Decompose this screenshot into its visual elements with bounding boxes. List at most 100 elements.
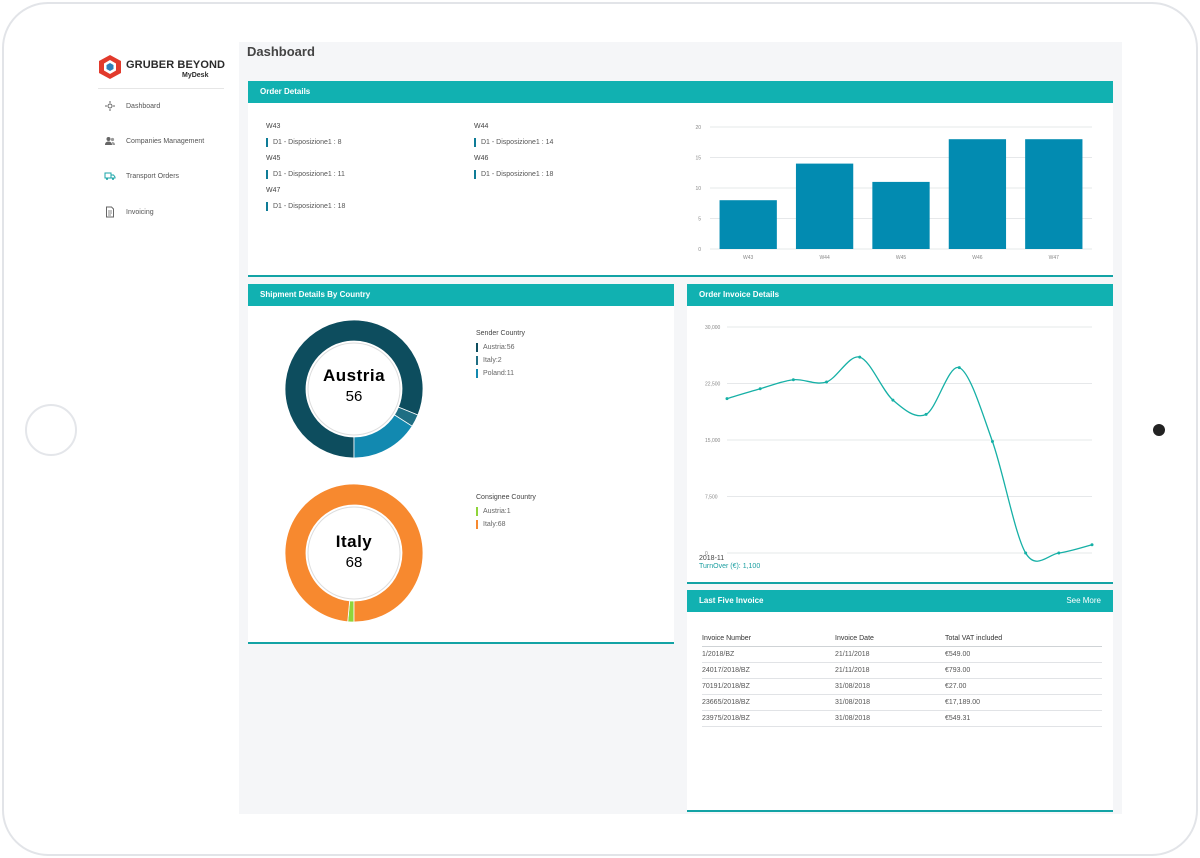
see-more-link[interactable]: See More: [1066, 596, 1101, 605]
invoice-total: €549.00: [945, 646, 1102, 663]
donut-hole: [307, 506, 401, 600]
x-tick-label: W44: [819, 255, 830, 261]
y-tick-label: 7,500: [705, 495, 718, 501]
table-row[interactable]: 23975/2018/BZ 31/08/2018 €549.31: [702, 710, 1102, 727]
week-value: D1 - Disposizione1 : 8: [266, 138, 341, 147]
sender-center-country: Austria: [322, 366, 386, 385]
data-point: [1090, 543, 1094, 547]
week-label: W47: [266, 187, 281, 194]
invoice-number[interactable]: 1/2018/BZ: [702, 646, 835, 663]
y-tick-label: 15: [695, 156, 701, 162]
sender-legend-item: Poland:11: [476, 369, 514, 378]
invoice-number[interactable]: 70191/2018/BZ: [702, 678, 835, 695]
table-row[interactable]: 70191/2018/BZ 31/08/2018 €27.00: [702, 678, 1102, 695]
camera-dot: [1153, 424, 1165, 436]
week-value: D1 - Disposizione1 : 11: [266, 170, 345, 179]
week-value: D1 - Disposizione1 : 18: [474, 170, 553, 179]
donut-slice: [353, 414, 413, 459]
week-value: D1 - Disposizione1 : 18: [266, 202, 345, 211]
order-bar-chart: 0 5 10 15 20 W43 W44 W45 W46 W47: [695, 125, 1092, 261]
donut-hole: [307, 342, 401, 436]
week-label: W44: [474, 123, 489, 130]
data-point: [957, 366, 961, 370]
week-label: W45: [266, 155, 281, 162]
logo[interactable]: GRUBER BEYOND MyDesk: [98, 52, 225, 84]
sidebar-item-dashboard[interactable]: Dashboard: [104, 98, 234, 114]
order-invoice-panel: Order Invoice Details 0 7,500 15,000 22,500…: [687, 284, 1113, 584]
y-tick-label: 5: [698, 217, 701, 223]
sidebar-item-invoicing[interactable]: Invoicing: [104, 204, 234, 220]
last-invoice-title: Last Five Invoice: [699, 596, 764, 605]
bar: [719, 200, 777, 249]
table-row[interactable]: 24017/2018/BZ 21/11/2018 €793.00: [702, 662, 1102, 679]
data-point: [825, 380, 829, 384]
consignee-center-value: 68: [345, 554, 363, 571]
y-tick-label: 0: [705, 551, 708, 557]
table-row[interactable]: 23665/2018/BZ 31/08/2018 €17,189.00: [702, 694, 1102, 711]
sender-center-value: 56: [345, 388, 363, 405]
x-tick-label: W46: [972, 255, 983, 261]
order-details-panel: Order Details W43 D1 - Disposizione1 : 8…: [248, 81, 1113, 277]
x-tick-label: W43: [743, 255, 754, 261]
donut-slice: [284, 319, 424, 459]
invoice-number[interactable]: 24017/2018/BZ: [702, 662, 835, 679]
invoice-total: €27.00: [945, 678, 1102, 695]
data-point: [1024, 551, 1028, 555]
document-icon: [106, 206, 114, 218]
consignee-donut-center: Italy 68: [281, 532, 427, 571]
data-point: [891, 398, 895, 402]
bar: [948, 139, 1007, 249]
sender-legend-title: Sender Country: [476, 330, 526, 337]
brand-sub: MyDesk: [182, 72, 209, 79]
last-invoice-header: Last Five Invoice See More: [687, 590, 1113, 612]
sidebar-item-label: Companies Management: [126, 137, 205, 145]
turnover-line-chart: 0 7,500 15,000 22,500 30,000: [705, 325, 1094, 562]
invoice-total: €17,189.00: [945, 694, 1102, 711]
dashboard-icon: [105, 101, 115, 111]
y-tick-label: 15,000: [705, 438, 721, 444]
data-point: [924, 412, 928, 416]
column-header[interactable]: Total VAT included: [945, 632, 1102, 647]
users-icon: [105, 137, 115, 145]
consignee-legend-item: Austria:1: [476, 507, 511, 516]
sidebar-item-transport-orders[interactable]: Transport Orders: [104, 168, 234, 184]
y-tick-label: 10: [695, 186, 701, 192]
invoice-date: 31/08/2018: [835, 710, 945, 727]
week-block-w45: W45 D1 - Disposizione1 : 11: [266, 155, 345, 179]
week-label: W43: [266, 123, 281, 130]
bar: [795, 163, 854, 249]
data-point: [791, 378, 795, 382]
sidebar-item-companies[interactable]: Companies Management: [104, 133, 234, 149]
invoice-date: 21/11/2018: [835, 646, 945, 663]
shipment-header: Shipment Details By Country: [248, 284, 674, 306]
column-header[interactable]: Invoice Date: [835, 632, 945, 647]
invoice-table: Invoice Number Invoice Date Total VAT in…: [702, 632, 1102, 727]
x-tick-label: W45: [896, 255, 907, 261]
consignee-legend-title: Consignee Country: [476, 494, 536, 501]
data-point: [725, 397, 729, 401]
sender-donut-center: Austria 56: [281, 366, 427, 405]
invoice-number[interactable]: 23975/2018/BZ: [702, 710, 835, 727]
gruber-logo-icon: [99, 55, 121, 79]
table-header-row: Invoice Number Invoice Date Total VAT in…: [702, 632, 1102, 647]
week-block-w44: W44 D1 - Disposizione1 : 14: [474, 123, 553, 147]
home-button: [25, 404, 77, 456]
screen: GRUBER BEYOND MyDesk Dashboard Companies…: [92, 42, 1122, 814]
invoice-number[interactable]: 23665/2018/BZ: [702, 694, 835, 711]
sidebar-item-label: Invoicing: [126, 208, 154, 216]
shipment-panel: Shipment Details By Country Austria 56 S…: [248, 284, 674, 644]
y-tick-label: 30,000: [705, 325, 721, 331]
y-tick-label: 22,500: [705, 382, 721, 388]
week-value: D1 - Disposizione1 : 14: [474, 138, 553, 147]
x-tick-label: W47: [1049, 255, 1060, 261]
sidebar: GRUBER BEYOND MyDesk Dashboard Companies…: [92, 42, 239, 814]
week-block-w46: W46 D1 - Disposizione1 : 18: [474, 155, 553, 179]
consignee-legend-item: Italy:68: [476, 520, 506, 529]
table-row[interactable]: 1/2018/BZ 21/11/2018 €549.00: [702, 646, 1102, 663]
sidebar-divider: [98, 88, 224, 89]
column-header[interactable]: Invoice Number: [702, 632, 835, 647]
sidebar-item-label: Transport Orders: [126, 172, 180, 180]
order-details-header: Order Details: [248, 81, 1113, 103]
data-point: [858, 355, 862, 359]
truck-icon: [104, 172, 116, 180]
